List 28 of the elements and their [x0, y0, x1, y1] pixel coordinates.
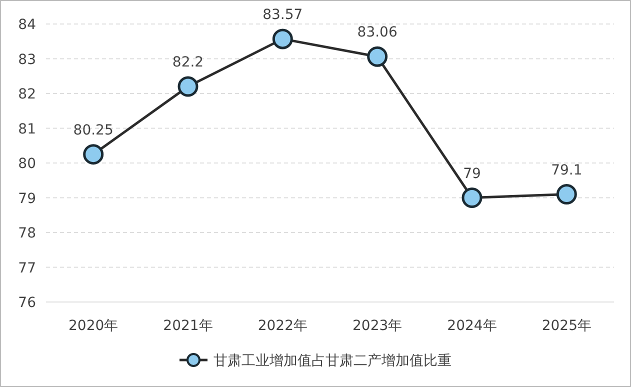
data-label: 83.57 [262, 6, 303, 23]
x-tick-label: 2020年 [68, 318, 118, 334]
data-label: 82.2 [172, 54, 204, 71]
y-tick-label: 83 [18, 52, 36, 68]
x-tick-label: 2025年 [542, 318, 592, 334]
point [367, 46, 388, 67]
y-tick-label: 76 [18, 295, 36, 311]
x-tick-label: 2023年 [352, 318, 402, 334]
point [83, 144, 104, 165]
y-tick-label: 77 [18, 260, 36, 276]
y-tick-label: 80 [18, 156, 36, 172]
x-tick-label: 2024年 [447, 318, 497, 334]
data-label: 79.1 [551, 162, 582, 178]
legend-label: 甘肃工业增加值占甘肃二产增加值比重 [214, 353, 452, 369]
y-tick-label: 78 [18, 226, 36, 242]
data-label: 80.25 [73, 122, 114, 138]
y-tick-label: 81 [18, 121, 36, 138]
y-tick-label: 84 [18, 17, 36, 33]
y-tick-label: 79 [18, 190, 36, 207]
y-tick-label: 82 [18, 86, 36, 102]
x-tick-label: 2022年 [258, 318, 308, 334]
data-label: 83.06 [357, 24, 398, 41]
x-tick-label: 2021年 [163, 318, 213, 334]
point [462, 188, 482, 208]
point [556, 184, 577, 205]
data-label: 79 [463, 166, 481, 182]
point [178, 76, 198, 97]
point [272, 28, 293, 50]
